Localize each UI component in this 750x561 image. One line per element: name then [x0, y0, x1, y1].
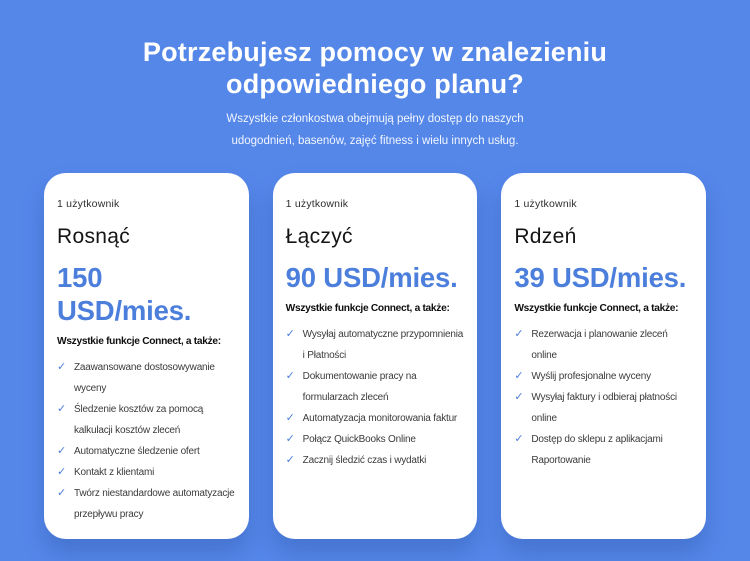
- feature-item: ✓ Wysyłaj automatyczne przypomnienia i Pł…: [286, 324, 465, 366]
- feature-text: Automatyzacja monitorowania faktur: [302, 413, 458, 424]
- feature-item: ✓ Dostęp do sklepu z aplikacjami Raportow…: [514, 429, 693, 471]
- check-icon: ✓: [285, 412, 295, 424]
- feature-item: ✓ Wysyłaj faktury i odbieraj płatności on…: [514, 387, 693, 429]
- plan-price: 39 USD/mies.: [514, 262, 687, 293]
- feature-item: ✓ Wyślij profesjonalne wyceny: [514, 366, 693, 387]
- feature-list: ✓ Wysyłaj automatyczne przypomnienia i Pł…: [286, 324, 465, 471]
- feature-text: Połącz QuickBooks Online: [302, 434, 416, 445]
- feature-text: Kontakt z klientami: [74, 467, 155, 478]
- check-icon: ✓: [285, 454, 295, 466]
- users-label: 1 użytkownik: [285, 198, 349, 210]
- pricing-hero: Potrzebujesz pomocy w znalezieniu odpowi…: [0, 0, 750, 152]
- features-title: Wszystkie funkcje Connect, a także:: [57, 336, 221, 347]
- features-title: Wszystkie funkcje Connect, a także:: [514, 303, 679, 314]
- pricing-card-rosnac: 1 użytkownik Rosnąć 150 USD/mies. Wszyst…: [44, 173, 249, 539]
- feature-text: Wysyłaj automatyczne przypomnienia i Pła…: [302, 329, 464, 361]
- feature-item: ✓ Dokumentowanie pracy na formularzach zl…: [286, 366, 465, 408]
- check-icon: ✓: [514, 433, 524, 445]
- plan-price: 150 USD/mies.: [57, 262, 192, 326]
- feature-item: ✓ Zaawansowane dostosowywanie wyceny: [57, 357, 236, 399]
- page-title: Potrzebujesz pomocy w znalezieniu odpowi…: [142, 37, 608, 99]
- check-icon: ✓: [514, 328, 524, 340]
- feature-text: Zacznij śledzić czas i wydatki: [302, 455, 427, 466]
- users-label: 1 użytkownik: [57, 198, 120, 210]
- users-label: 1 użytkownik: [514, 198, 577, 210]
- check-icon: ✓: [57, 361, 67, 373]
- features-title: Wszystkie funkcje Connect, a także:: [285, 303, 450, 314]
- plan-name: Łączyć: [285, 225, 353, 248]
- check-icon: ✓: [285, 370, 295, 382]
- feature-item: ✓ Twórz niestandardowe automatyzacje prze…: [57, 483, 236, 525]
- feature-text: Twórz niestandardowe automatyzacje przep…: [74, 488, 235, 520]
- feature-text: Dokumentowanie pracy na formularzach zle…: [302, 371, 417, 403]
- check-icon: ✓: [285, 433, 295, 445]
- feature-text: Wysyłaj faktury i odbieraj płatności onl…: [531, 392, 677, 424]
- feature-list: ✓ Rezerwacja i planowanie zleceń online ✓ W…: [514, 324, 693, 471]
- feature-item: ✓ Zacznij śledzić czas i wydatki: [286, 450, 465, 471]
- check-icon: ✓: [514, 391, 524, 403]
- plan-price: 90 USD/mies.: [285, 262, 458, 293]
- feature-text: Automatyczne śledzenie ofert: [74, 446, 200, 457]
- plan-name: Rosnąć: [57, 225, 131, 248]
- pricing-cards: 1 użytkownik Rosnąć 150 USD/mies. Wszyst…: [0, 173, 750, 539]
- plan-name: Rdzeń: [514, 225, 577, 248]
- feature-item: ✓ Rezerwacja i planowanie zleceń online: [514, 324, 693, 366]
- pricing-card-rdzen: 1 użytkownik Rdzeń 39 USD/mies. Wszystki…: [501, 173, 707, 539]
- feature-item: ✓ Śledzenie kosztów za pomocą kalkulacji …: [57, 399, 236, 441]
- feature-text: Dostęp do sklepu z aplikacjami Raportowa…: [531, 434, 663, 466]
- feature-list: ✓ Zaawansowane dostosowywanie wyceny ✓ Śled…: [57, 357, 236, 525]
- check-icon: ✓: [57, 403, 67, 415]
- feature-text: Zaawansowane dostosowywanie wyceny: [74, 362, 215, 394]
- page-subtitle: Wszystkie członkostwa obejmują pełny dos…: [226, 113, 524, 147]
- feature-item: ✓ Automatyzacja monitorowania faktur: [286, 408, 465, 429]
- check-icon: ✓: [285, 328, 295, 340]
- check-icon: ✓: [514, 370, 524, 382]
- feature-item: ✓ Kontakt z klientami: [57, 462, 236, 483]
- check-icon: ✓: [57, 445, 67, 457]
- pricing-card-laczyc: 1 użytkownik Łączyć 90 USD/mies. Wszystk…: [272, 173, 478, 539]
- feature-item: ✓ Połącz QuickBooks Online: [286, 429, 465, 450]
- check-icon: ✓: [57, 487, 67, 499]
- feature-text: Rezerwacja i planowanie zleceń online: [531, 329, 668, 361]
- feature-text: Śledzenie kosztów za pomocą kalkulacji k…: [74, 404, 204, 436]
- check-icon: ✓: [57, 466, 67, 478]
- feature-item: ✓ Automatyczne śledzenie ofert: [57, 441, 236, 462]
- feature-text: Wyślij profesjonalne wyceny: [531, 371, 651, 382]
